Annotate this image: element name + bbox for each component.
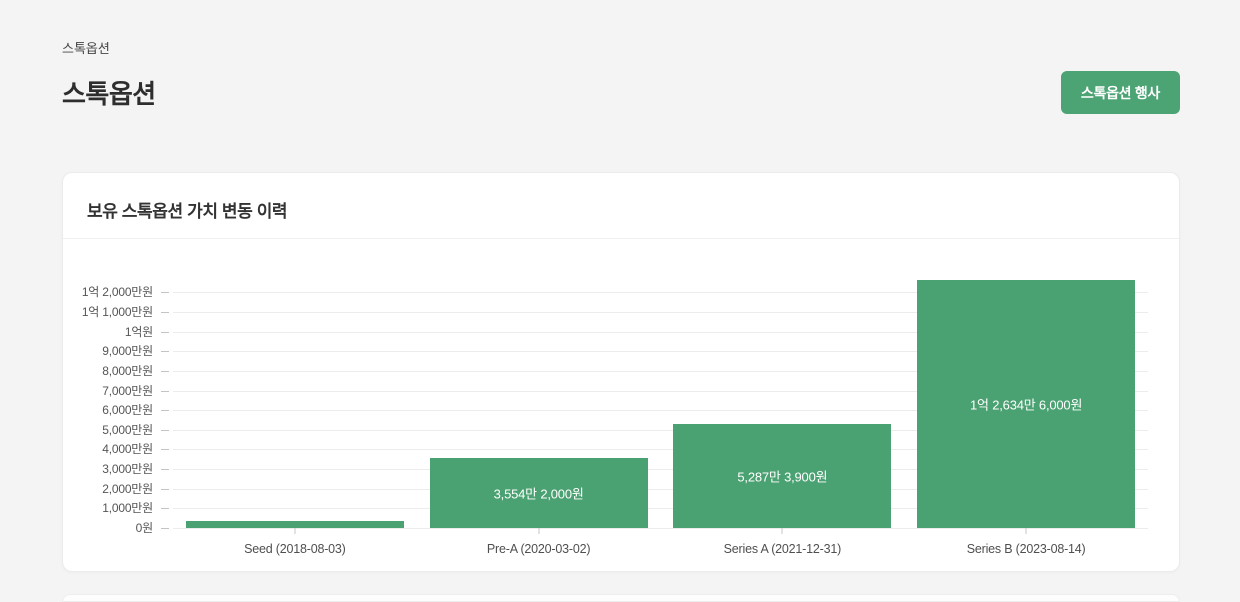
chart-plot-area: 0원 1,000만원 2,000만원 3,000만원 4,000만원 5,000만원 6,0… [82,280,1148,556]
y-axis-tick-label: 1억원 [124,324,153,339]
bar-series-b[interactable]: 1억 2,634만 6,000원 [917,280,1136,528]
y-axis-tick-label: 1,000만원 [102,501,153,516]
x-axis-category-label: Pre-A (2020-03-02) [486,542,591,556]
x-axis-category-label: Series A (2021-12-31) [723,542,842,556]
x-axis-category-label: Seed (2018-08-03) [244,542,346,556]
grid-line [173,488,1148,490]
y-axis-tick [161,528,169,529]
y-axis-tick [161,449,169,451]
exercise-stock-option-button[interactable]: 스톡옵션 행사 [1060,71,1180,114]
y-axis-tick [161,390,169,392]
bar-value-label: 5,287만 3,900원 [737,469,828,485]
y-axis-tick [161,292,169,294]
y-axis-tick-label: 6,000만원 [102,403,153,418]
x-axis-tick [781,528,783,534]
breadcrumb[interactable]: 스톡옵션 [62,41,110,56]
y-axis-tick [161,488,169,490]
y-axis-tick [161,312,169,314]
grid-line [173,508,1148,510]
y-axis-tick [161,508,169,510]
y-axis-tick-label: 7,000만원 [102,383,153,398]
grid-line [173,370,1148,372]
x-axis-tick [538,528,540,534]
grid-line [173,429,1148,431]
y-axis-tick [161,351,169,353]
x-axis-tick [294,528,296,534]
grid-line [173,449,1148,451]
x-axis-category-label: Series B (2023-08-14) [966,542,1086,556]
x-axis-tick [1025,528,1027,534]
y-axis-tick-label: 3,000만원 [102,462,153,477]
grid-line [173,528,1148,529]
next-card-top-edge [62,594,1180,602]
y-axis-tick-label: 1억 1,000만원 [81,305,153,320]
value-history-card: 보유 스톡옵션 가치 변동 이력 0원 1,000만원 2,000만원 3,000만원… [62,172,1180,572]
y-axis-tick-label: 0원 [135,521,154,535]
grid-line [173,351,1148,353]
bar-pre-a[interactable]: 3,554만 2,000원 [429,458,648,528]
card-header: 보유 스톡옵션 가치 변동 이력 [63,173,1179,239]
y-axis-tick-label: 9,000만원 [102,344,153,359]
y-axis-tick [161,410,169,412]
grid-line [173,331,1148,333]
y-axis-tick [161,429,169,431]
bar-seed[interactable] [185,521,404,528]
grid-line [173,312,1148,314]
bar-value-label: 1억 2,634만 6,000원 [970,397,1083,413]
y-axis-tick-label: 5,000만원 [102,422,153,437]
bar-series-a[interactable]: 5,287만 3,900원 [673,424,892,528]
y-axis-tick-label: 8,000만원 [102,363,153,378]
grid-line [173,292,1148,294]
stock-option-value-bar-chart: 0원 1,000만원 2,000만원 3,000만원 4,000만원 5,000만원 6,0… [63,239,1179,571]
y-axis-tick [161,331,169,333]
grid-line [173,469,1148,471]
y-axis-tick [161,370,169,372]
y-axis-tick-label: 1억 2,000만원 [81,285,153,300]
page-title: 스톡옵션 [62,79,156,109]
bar-value-label: 3,554만 2,000원 [493,486,584,502]
y-axis-tick-label: 4,000만원 [102,442,153,457]
grid-line [173,390,1148,392]
y-axis-tick-label: 2,000만원 [102,481,153,496]
card-title: 보유 스톡옵션 가치 변동 이력 [87,202,288,221]
y-axis-tick [161,469,169,471]
grid-line [173,410,1148,412]
